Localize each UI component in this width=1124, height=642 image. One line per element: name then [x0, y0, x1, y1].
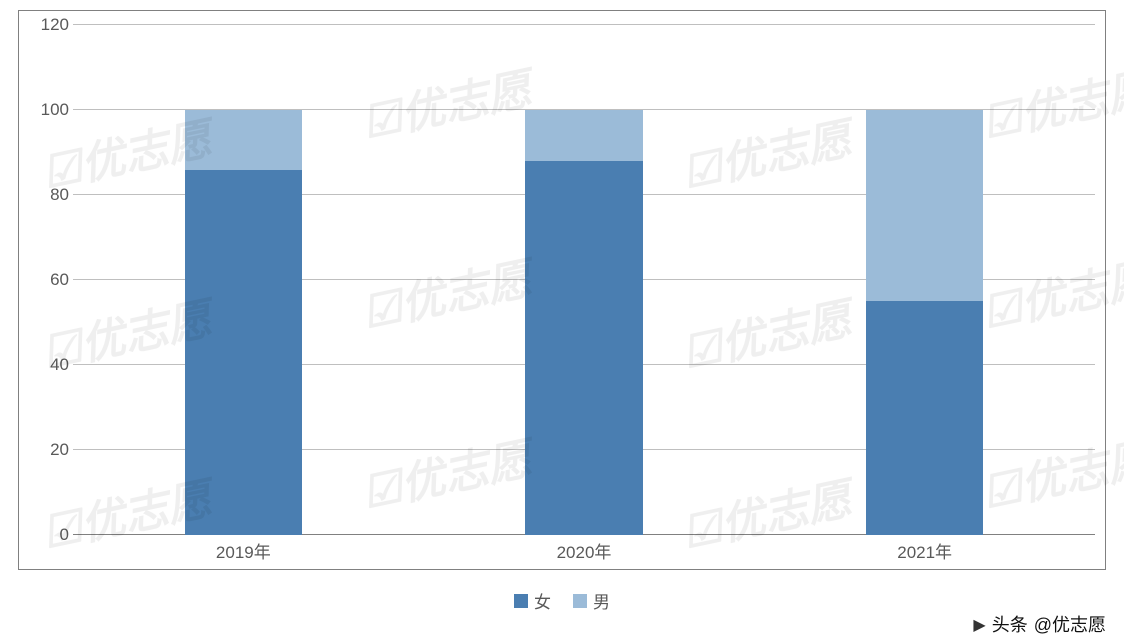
legend-item: 男 [573, 588, 610, 613]
x-tick-label: 2021年 [897, 538, 952, 563]
bar [866, 25, 984, 535]
legend: 女男 [514, 588, 610, 613]
legend-swatch [573, 594, 587, 608]
bar-segment-男 [525, 110, 643, 161]
x-tick-label: 2019年 [216, 538, 271, 563]
chart-frame: 0 20 40 60 80 100 120 2019年 2020年 2021年 [18, 10, 1106, 570]
legend-swatch [514, 594, 528, 608]
plot-area: 0204060801001202019年2020年2021年 [73, 25, 1095, 535]
headline-icon: ▶ [973, 615, 985, 635]
y-tick-label: 80 [29, 185, 69, 205]
legend-label: 女 [534, 588, 551, 613]
y-tick-label: 20 [29, 440, 69, 460]
y-tick-label: 100 [29, 100, 69, 120]
legend-item: 女 [514, 588, 551, 613]
y-tick-label: 0 [29, 525, 69, 545]
bar-segment-男 [866, 110, 984, 301]
attribution: ▶ 头条 @优志愿 [969, 610, 1110, 638]
y-tick-label: 40 [29, 355, 69, 375]
bar [525, 25, 643, 535]
y-tick-label: 60 [29, 270, 69, 290]
bar [185, 25, 303, 535]
bar-segment-男 [185, 110, 303, 170]
attribution-prefix: 头条 [992, 611, 1028, 637]
legend-label: 男 [593, 588, 610, 613]
y-tick-label: 120 [29, 15, 69, 35]
bar-segment-女 [525, 161, 643, 535]
bar-segment-女 [185, 170, 303, 536]
attribution-handle: @优志愿 [1034, 611, 1106, 637]
bar-segment-女 [866, 301, 984, 535]
x-tick-label: 2020年 [557, 538, 612, 563]
